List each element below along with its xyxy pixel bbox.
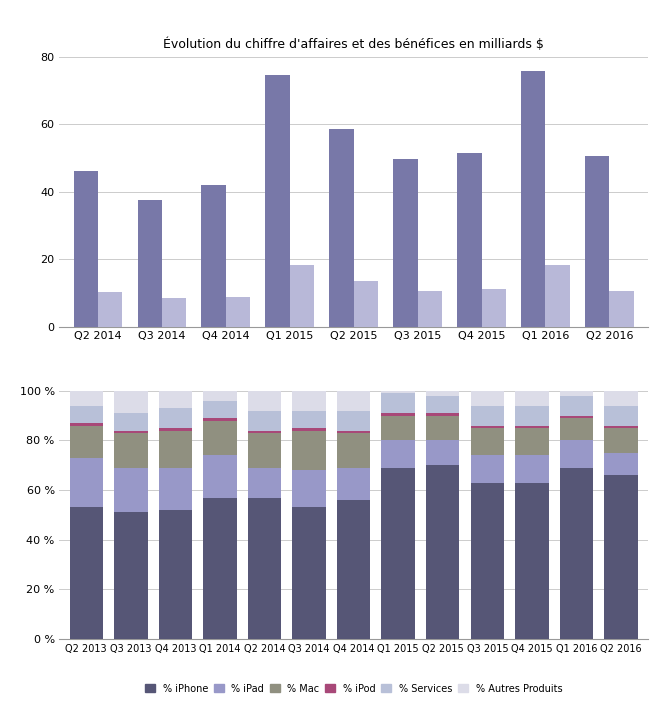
Bar — [162, 298, 186, 327]
Legend: CA (milliards $), Bénéfices (milliards $): CA (milliards $), Bénéfices (milliards $… — [202, 391, 506, 411]
Bar — [426, 391, 459, 395]
Bar — [426, 440, 459, 465]
Bar — [226, 297, 250, 327]
Bar — [560, 418, 593, 440]
Bar — [381, 393, 415, 413]
Bar — [73, 171, 98, 327]
Bar — [292, 430, 326, 470]
Bar — [337, 391, 370, 410]
Bar — [604, 453, 638, 475]
Bar — [481, 289, 506, 327]
Bar — [354, 280, 378, 327]
Bar — [471, 455, 504, 483]
Bar — [337, 500, 370, 639]
Bar — [114, 513, 147, 639]
Title: Évolution du chiffre d'affaires et des bénéfices en milliards $: Évolution du chiffre d'affaires et des b… — [163, 38, 544, 51]
Legend: % iPhone, % iPad, % Mac, % iPod, % Services, % Autres Produits: % iPhone, % iPad, % Mac, % iPod, % Servi… — [141, 679, 566, 697]
Bar — [203, 420, 237, 455]
Bar — [393, 159, 418, 327]
Bar — [426, 413, 459, 415]
Bar — [381, 440, 415, 468]
Bar — [515, 455, 549, 483]
Bar — [248, 433, 281, 468]
Bar — [337, 430, 370, 433]
Bar — [137, 200, 162, 327]
Bar — [515, 391, 549, 405]
Bar — [248, 498, 281, 639]
Bar — [426, 395, 459, 413]
Bar — [521, 70, 545, 327]
Bar — [381, 391, 415, 393]
Bar — [337, 410, 370, 430]
Bar — [471, 428, 504, 455]
Bar — [292, 428, 326, 430]
Bar — [159, 468, 192, 510]
Bar — [69, 391, 103, 405]
Bar — [114, 413, 147, 430]
Bar — [604, 405, 638, 425]
Bar — [471, 483, 504, 639]
Bar — [604, 391, 638, 405]
Bar — [337, 468, 370, 500]
Bar — [159, 391, 192, 408]
Bar — [381, 413, 415, 415]
Bar — [203, 498, 237, 639]
Bar — [560, 440, 593, 468]
Bar — [515, 483, 549, 639]
Bar — [248, 430, 281, 433]
Bar — [159, 428, 192, 430]
Bar — [457, 153, 481, 327]
Bar — [329, 129, 354, 327]
Bar — [381, 468, 415, 639]
Bar — [69, 405, 103, 423]
Bar — [560, 468, 593, 639]
Bar — [515, 405, 549, 425]
Bar — [292, 391, 326, 410]
Bar — [471, 405, 504, 425]
Bar — [560, 395, 593, 415]
Bar — [203, 418, 237, 420]
Bar — [159, 408, 192, 428]
Bar — [159, 430, 192, 468]
Bar — [604, 428, 638, 453]
Bar — [426, 465, 459, 639]
Bar — [604, 425, 638, 428]
Bar — [471, 425, 504, 428]
Bar — [69, 423, 103, 425]
Bar — [248, 410, 281, 430]
Bar — [515, 425, 549, 428]
Bar — [604, 475, 638, 639]
Bar — [292, 470, 326, 508]
Bar — [69, 425, 103, 458]
Bar — [545, 265, 570, 327]
Bar — [560, 415, 593, 418]
Bar — [98, 293, 122, 327]
Bar — [418, 290, 442, 327]
Bar — [202, 185, 226, 327]
Bar — [292, 508, 326, 639]
Bar — [114, 430, 147, 433]
Bar — [290, 265, 314, 327]
Bar — [585, 156, 609, 327]
Bar — [114, 433, 147, 468]
Bar — [69, 508, 103, 639]
Bar — [266, 75, 290, 327]
Bar — [609, 291, 634, 327]
Bar — [203, 400, 237, 418]
Bar — [159, 510, 192, 639]
Bar — [248, 468, 281, 498]
Bar — [515, 428, 549, 455]
Bar — [471, 391, 504, 405]
Bar — [203, 455, 237, 498]
Bar — [114, 391, 147, 413]
Bar — [292, 410, 326, 428]
Bar — [426, 415, 459, 440]
Bar — [69, 458, 103, 508]
Bar — [114, 468, 147, 513]
Bar — [381, 415, 415, 440]
Bar — [337, 433, 370, 468]
Bar — [248, 391, 281, 410]
Bar — [560, 391, 593, 395]
Bar — [203, 391, 237, 400]
